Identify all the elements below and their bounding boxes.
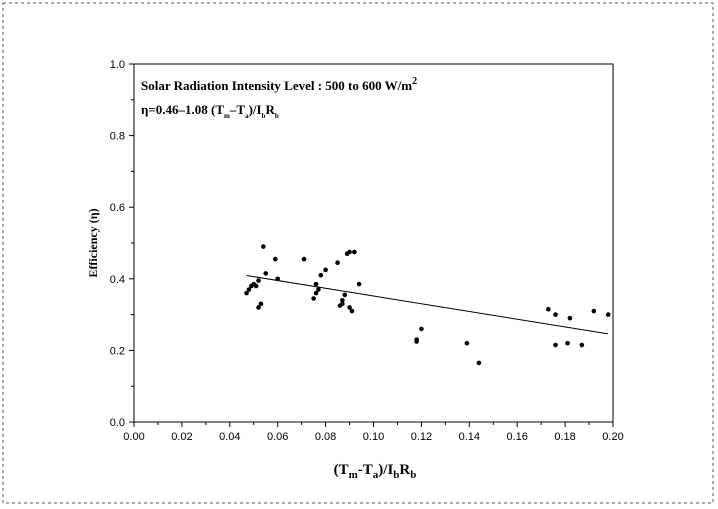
y-tick-label: 1.0 <box>110 59 125 71</box>
data-point <box>347 305 352 310</box>
data-points <box>244 244 611 366</box>
data-point <box>301 256 307 262</box>
data-point <box>347 249 352 255</box>
data-point <box>323 267 328 273</box>
annotation-title: Solar Radiation Intensity Level : 500 to… <box>141 76 417 93</box>
axis-tick-labels: 0.00 0.02 0.04 0.06 0.08 0.10 0.12 0.14 0.16 0.18… <box>110 59 624 443</box>
data-point <box>313 281 319 287</box>
data-point <box>553 312 558 317</box>
plot-area <box>133 63 614 423</box>
data-point <box>311 296 316 301</box>
x-tick-label: 0.08 <box>315 431 336 443</box>
x-tick-label: 0.00 <box>123 431 144 443</box>
data-point <box>476 360 482 366</box>
data-point <box>546 306 551 312</box>
data-point <box>253 283 259 289</box>
data-point <box>316 287 321 292</box>
data-point <box>579 342 585 348</box>
x-tick-label: 0.10 <box>363 431 384 443</box>
data-point <box>273 256 278 262</box>
x-tick-label: 0.16 <box>506 431 527 443</box>
y-tick-label: 0.4 <box>110 274 125 286</box>
data-point <box>318 272 324 278</box>
data-point <box>605 312 611 317</box>
data-point <box>414 339 419 344</box>
x-tick-label: 0.04 <box>219 431 240 443</box>
x-tick-label: 0.06 <box>267 431 288 443</box>
data-point <box>261 244 266 249</box>
data-point <box>419 326 424 332</box>
y-tick-label: 0.0 <box>110 417 125 429</box>
data-point <box>256 305 261 310</box>
data-point <box>258 301 264 307</box>
data-point <box>335 260 340 265</box>
data-point <box>340 297 345 303</box>
data-point <box>256 278 261 283</box>
y-tick-label: 0.2 <box>110 345 125 357</box>
data-point <box>464 340 470 346</box>
data-point <box>244 290 249 296</box>
y-tick-label: 0.8 <box>110 131 125 143</box>
data-point <box>565 340 570 346</box>
data-point <box>349 308 355 314</box>
outer-dashed-border <box>2 2 714 504</box>
x-tick-label: 0.14 <box>459 431 480 443</box>
data-point <box>553 342 558 348</box>
data-point <box>567 315 573 321</box>
data-point <box>342 292 348 298</box>
data-point <box>275 276 281 282</box>
data-point <box>352 249 357 255</box>
data-point <box>356 281 362 287</box>
x-tick-label: 0.18 <box>554 431 575 443</box>
annotation-equation: η=0.46–1.08 (Tm–Ta)/IbRb <box>141 102 279 120</box>
data-point <box>591 308 597 314</box>
x-tick-label: 0.12 <box>411 431 432 443</box>
data-point <box>313 290 319 296</box>
regression-line <box>246 274 609 335</box>
axis-ticks <box>129 63 614 427</box>
x-axis-label: (Tm-Ta)/IbRb <box>334 462 417 481</box>
x-tick-label: 0.02 <box>171 431 192 443</box>
data-point <box>340 301 345 307</box>
data-point <box>263 271 269 276</box>
data-point <box>246 287 252 292</box>
x-tick-label: 0.20 <box>602 431 623 443</box>
y-tick-label: 0.6 <box>110 202 125 214</box>
y-axis-label: Efficiency (η) <box>86 208 100 277</box>
